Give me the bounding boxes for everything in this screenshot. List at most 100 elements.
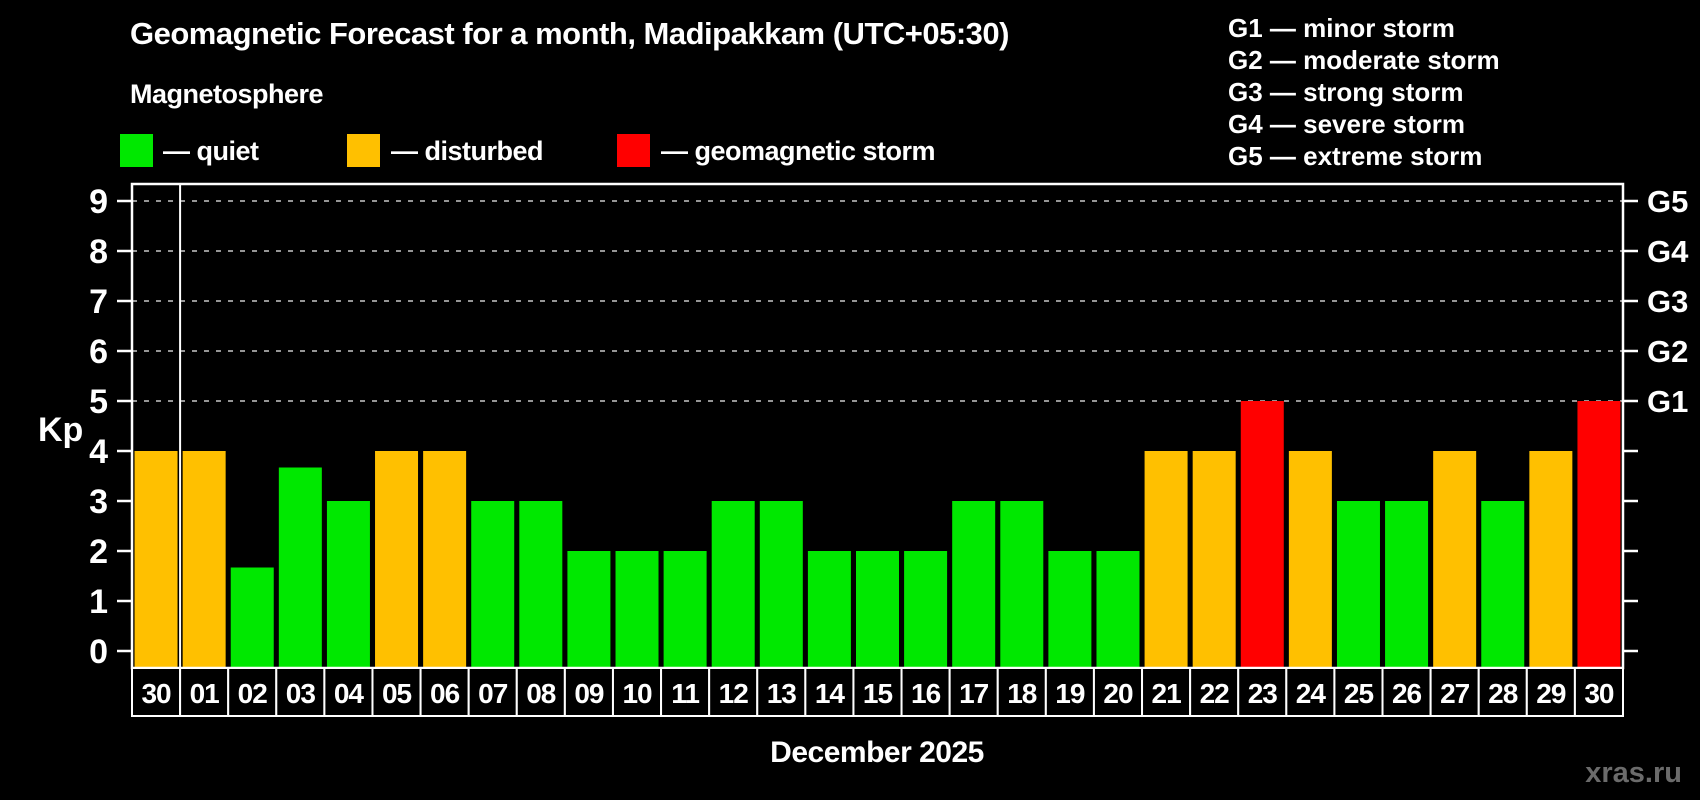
- day-cell-10: [611, 667, 663, 717]
- day-cell-22: [1189, 667, 1240, 717]
- right-axis-label-G5: G5: [1647, 184, 1688, 219]
- day-label-10: 10: [622, 678, 652, 709]
- day-label-06: 06: [430, 678, 460, 709]
- day-label-11: 11: [671, 678, 699, 709]
- day-label-30: 30: [1584, 678, 1614, 709]
- quiet-swatch-icon: [120, 134, 153, 167]
- y-tick-label-8: 8: [89, 233, 108, 271]
- storm-swatch-icon: [617, 134, 650, 167]
- bar-day-03: [278, 467, 322, 668]
- y-tick-label-1: 1: [89, 583, 108, 621]
- bar-day-12: [711, 501, 755, 668]
- y-tick-label-0: 0: [89, 633, 108, 671]
- bar-day-09: [567, 551, 611, 668]
- bar-day-20: [1096, 551, 1140, 668]
- day-cell-14: [804, 667, 855, 717]
- bar-day-30: [134, 451, 178, 668]
- day-label-16: 16: [911, 678, 941, 709]
- bar-day-06: [423, 451, 467, 668]
- bar-day-19: [1048, 551, 1092, 668]
- day-label-25: 25: [1344, 678, 1374, 709]
- y-tick-label-3: 3: [89, 483, 108, 521]
- day-label-27: 27: [1440, 678, 1470, 709]
- bar-day-10: [615, 551, 659, 668]
- storm-scale-item-g3: G3 — strong storm: [1228, 77, 1464, 107]
- disturbed-swatch-icon: [347, 134, 380, 167]
- day-cell-30: [1573, 667, 1624, 717]
- day-cell-20: [1092, 667, 1144, 717]
- bar-day-21: [1144, 451, 1188, 668]
- bar-day-24: [1288, 451, 1332, 668]
- day-label-02: 02: [238, 678, 268, 709]
- day-label-17: 17: [959, 678, 989, 709]
- bar-day-05: [375, 451, 419, 668]
- storm-scale-item-g4: G4 — severe storm: [1228, 109, 1466, 139]
- day-label-14: 14: [815, 678, 846, 709]
- day-label-26: 26: [1392, 678, 1422, 709]
- day-label-09: 09: [574, 678, 604, 709]
- day-label-12: 12: [719, 678, 749, 709]
- day-label-15: 15: [863, 678, 893, 709]
- day-label-03: 03: [286, 678, 316, 709]
- day-cell-24: [1285, 667, 1336, 717]
- bar-day-02: [230, 567, 274, 668]
- storm-scale-item-g1: G1 — minor storm: [1228, 13, 1455, 43]
- day-cell-07: [467, 667, 518, 717]
- bar-day-25: [1336, 501, 1380, 668]
- day-cell-02: [227, 667, 278, 717]
- bar-day-30: [1577, 401, 1621, 668]
- day-label-28: 28: [1488, 678, 1518, 709]
- y-tick-label-5: 5: [89, 383, 108, 421]
- right-axis-label-G2: G2: [1647, 334, 1688, 369]
- day-cell-13: [756, 667, 807, 717]
- day-cell-16: [900, 667, 951, 717]
- day-label-21: 21: [1152, 678, 1182, 709]
- bar-day-04: [326, 501, 370, 668]
- right-axis-label-G1: G1: [1647, 384, 1688, 419]
- y-tick-label-2: 2: [89, 533, 108, 571]
- right-axis-label-G3: G3: [1647, 284, 1688, 319]
- bar-day-07: [471, 501, 515, 668]
- bar-day-27: [1433, 451, 1477, 668]
- bar-day-15: [856, 551, 899, 668]
- day-label-24: 24: [1296, 678, 1327, 709]
- y-tick-label-9: 9: [89, 183, 108, 221]
- quiet-legend-label: — quiet: [163, 136, 259, 166]
- day-label-05: 05: [382, 678, 412, 709]
- day-label-08: 08: [526, 678, 556, 709]
- bar-day-08: [519, 501, 563, 668]
- right-axis-label-G4: G4: [1647, 234, 1689, 269]
- day-cell-21: [1141, 667, 1192, 717]
- bar-day-16: [904, 551, 948, 668]
- y-tick-label-4: 4: [89, 433, 108, 471]
- day-label-19: 19: [1055, 678, 1085, 709]
- day-label-23: 23: [1248, 678, 1278, 709]
- day-label-30: 30: [141, 678, 171, 709]
- day-label-22: 22: [1200, 678, 1230, 709]
- day-cell-19: [1044, 667, 1095, 717]
- bar-day-26: [1385, 501, 1429, 668]
- storm-legend-label: — geomagnetic storm: [661, 136, 936, 166]
- bar-day-11: [663, 551, 707, 668]
- watermark: xras.ru: [1585, 757, 1682, 789]
- day-label-13: 13: [767, 678, 797, 709]
- day-cell-12: [708, 667, 759, 717]
- storm-scale-legend: G1 — minor storm G2 — moderate storm G3 …: [1228, 12, 1500, 172]
- day-label-01: 01: [190, 678, 220, 709]
- y-tick-label-6: 6: [89, 333, 108, 371]
- day-cell-01: [179, 667, 230, 717]
- bar-day-18: [1000, 501, 1044, 668]
- bar-day-28: [1481, 501, 1525, 668]
- y-tick-label-7: 7: [89, 283, 108, 321]
- page-title: Geomagnetic Forecast for a month, Madipa…: [130, 16, 1009, 51]
- day-cell-18: [996, 667, 1047, 717]
- day-label-07: 07: [478, 678, 508, 709]
- x-axis-title: December 2025: [770, 736, 984, 769]
- magnetosphere-subtitle: Magnetosphere: [130, 79, 324, 109]
- bar-day-22: [1192, 451, 1236, 668]
- bar-day-14: [807, 551, 851, 668]
- day-label-20: 20: [1103, 678, 1133, 709]
- day-label-29: 29: [1536, 678, 1566, 709]
